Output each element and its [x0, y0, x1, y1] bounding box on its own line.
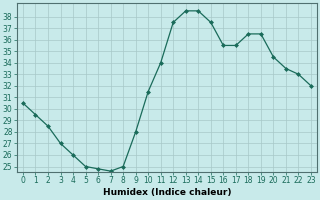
X-axis label: Humidex (Indice chaleur): Humidex (Indice chaleur)	[103, 188, 231, 197]
